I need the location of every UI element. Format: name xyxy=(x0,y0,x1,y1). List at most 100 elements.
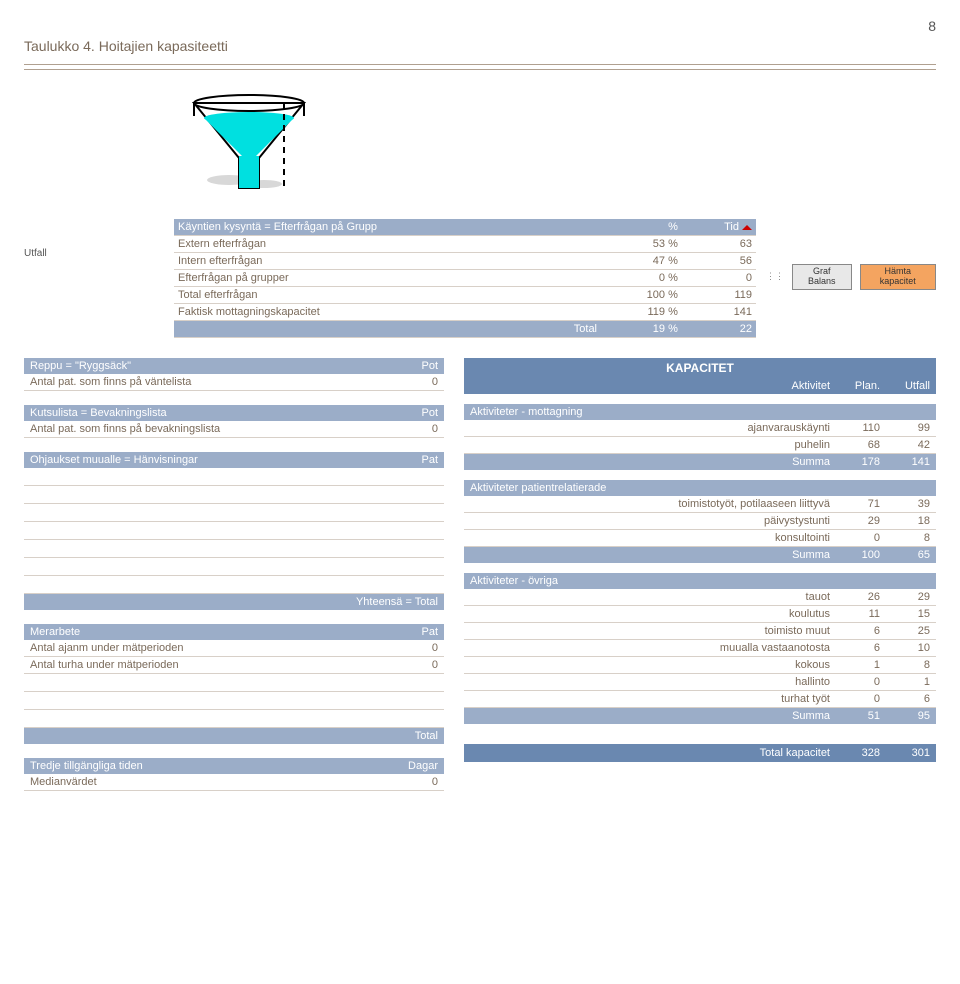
table-row: puhelin6842 xyxy=(464,437,936,454)
table-row: Total19 %22 xyxy=(174,321,756,338)
row-value: 0 xyxy=(432,423,438,435)
col-head: Utfall xyxy=(880,380,930,392)
table-row: ajanvarauskäynti11099 xyxy=(464,420,936,437)
cell: 18 xyxy=(880,515,930,527)
cell: 0 xyxy=(830,532,880,544)
cell: 0 xyxy=(830,693,880,705)
col-head: Pot xyxy=(421,407,438,419)
cell: 29 xyxy=(880,591,930,603)
kap-subheader: Aktiviteter - övriga xyxy=(464,573,936,589)
empty-row xyxy=(24,674,444,692)
sum-label: Summa xyxy=(470,710,830,722)
section-total: Total xyxy=(24,728,444,744)
cell: Intern efterfrågan xyxy=(174,253,601,270)
cell: 119 xyxy=(682,287,756,304)
cell: ajanvarauskäynti xyxy=(470,422,830,434)
row-label: Antal ajanm under mätperioden xyxy=(30,642,183,654)
row-label: Antal pat. som finns på bevakningslista xyxy=(30,423,220,435)
kap-subheader: Aktiviteter patientrelatierade xyxy=(464,480,936,496)
empty-row xyxy=(24,576,444,594)
total-label: Total kapacitet xyxy=(470,747,830,759)
cell: 0 xyxy=(682,270,756,287)
left-column: Reppu = "Ryggsäck"Pot Antal pat. som fin… xyxy=(24,358,444,805)
demand-block: Käyntien kysyntä = Efterfrågan på Grupp … xyxy=(174,88,756,338)
table-row: Total efterfrågan100 %119 xyxy=(174,287,756,304)
cell: 8 xyxy=(880,532,930,544)
graf-balans-button[interactable]: Graf Balans xyxy=(792,264,852,290)
table-row: toimisto muut625 xyxy=(464,623,936,640)
kapacitet-header: Aktivitet Plan. Utfall xyxy=(464,378,936,394)
cell: 119 % xyxy=(601,304,682,321)
cell: tauot xyxy=(470,591,830,603)
ohjaukset-section: Ohjaukset muualle = HänvisningarPat Yhte… xyxy=(24,452,444,610)
spacer xyxy=(464,724,936,734)
section-title: Tredje tillgängliga tiden xyxy=(30,760,143,772)
table-row: Intern efterfrågan47 %56 xyxy=(174,253,756,270)
col-head: Plan. xyxy=(830,380,880,392)
cell: kokous xyxy=(470,659,830,671)
table-row: Käyntien kysyntä = Efterfrågan på Grupp … xyxy=(174,219,756,236)
table-row: Extern efterfrågan53 %63 xyxy=(174,236,756,253)
kap-sum: Summa10065 xyxy=(464,547,936,563)
cell: 6 xyxy=(830,625,880,637)
row-label: Antal turha under mätperioden xyxy=(30,659,179,671)
cell: 10 xyxy=(880,642,930,654)
cell: 110 xyxy=(830,422,880,434)
kap-sum: Summa178141 xyxy=(464,454,936,470)
kapacitet-title: KAPACITET xyxy=(464,358,936,378)
sum-value: 65 xyxy=(880,549,930,561)
table-row: muualla vastaanotosta610 xyxy=(464,640,936,657)
buttons: ⋮⋮ Graf Balans Hämta kapacitet xyxy=(766,264,936,290)
cell: 100 % xyxy=(601,287,682,304)
cell: muualla vastaanotosta xyxy=(470,642,830,654)
cell: Extern efterfrågan xyxy=(174,236,601,253)
table-row: konsultointi08 xyxy=(464,530,936,547)
spacer xyxy=(464,394,936,404)
col-head: Dagar xyxy=(408,760,438,772)
col-head: Pot xyxy=(421,360,438,372)
tredje-section: Tredje tillgängliga tidenDagar Medianvär… xyxy=(24,758,444,791)
cell: 8 xyxy=(880,659,930,671)
demand-table: Käyntien kysyntä = Efterfrågan på Grupp … xyxy=(174,219,756,338)
empty-row xyxy=(24,558,444,576)
sum-value: 100 xyxy=(830,549,880,561)
top-area: Utfall Käyntien kysyntä = Efterfrågan på… xyxy=(24,88,936,338)
table-row: hallinto01 xyxy=(464,674,936,691)
empty-row xyxy=(24,540,444,558)
row-label: Antal pat. som finns på väntelista xyxy=(30,376,191,388)
cell: 53 % xyxy=(601,236,682,253)
cell: 1 xyxy=(830,659,880,671)
sum-value: 51 xyxy=(830,710,880,722)
empty-row xyxy=(24,468,444,486)
hamta-kapacitet-button[interactable]: Hämta kapacitet xyxy=(860,264,936,290)
table-row: koulutus1115 xyxy=(464,606,936,623)
cell: Faktisk mottagningskapacitet xyxy=(174,304,601,321)
cell: 63 xyxy=(682,236,756,253)
row-value: 0 xyxy=(432,776,438,788)
cell: 39 xyxy=(880,498,930,510)
funnel-icon xyxy=(174,88,324,198)
total-value: 301 xyxy=(880,747,930,759)
cell: 11 xyxy=(830,608,880,620)
section-title: Merarbete xyxy=(30,626,80,638)
cell: 22 xyxy=(682,321,756,338)
section-title: Kutsulista = Bevakningslista xyxy=(30,407,167,419)
table-row: Faktisk mottagningskapacitet119 %141 xyxy=(174,304,756,321)
cell: 42 xyxy=(880,439,930,451)
cell: puhelin xyxy=(470,439,830,451)
page-title: Taulukko 4. Hoitajien kapasiteetti xyxy=(24,38,936,54)
cell: Total xyxy=(174,321,601,338)
cell: 1 xyxy=(880,676,930,688)
th: Käyntien kysyntä = Efterfrågan på Grupp xyxy=(174,219,601,236)
sum-label: Summa xyxy=(470,456,830,468)
th: Tid xyxy=(682,219,756,236)
expand-icon[interactable]: ⋮⋮ xyxy=(766,271,784,282)
lower-area: Reppu = "Ryggsäck"Pot Antal pat. som fin… xyxy=(24,358,936,805)
spacer xyxy=(464,563,936,573)
cell: Efterfrågan på grupper xyxy=(174,270,601,287)
col-head: Aktivitet xyxy=(470,380,830,392)
kap-sum: Summa5195 xyxy=(464,708,936,724)
table-row: toimistotyöt, potilaaseen liittyvä7139 xyxy=(464,496,936,513)
table-row: kokous18 xyxy=(464,657,936,674)
cell: 141 xyxy=(682,304,756,321)
